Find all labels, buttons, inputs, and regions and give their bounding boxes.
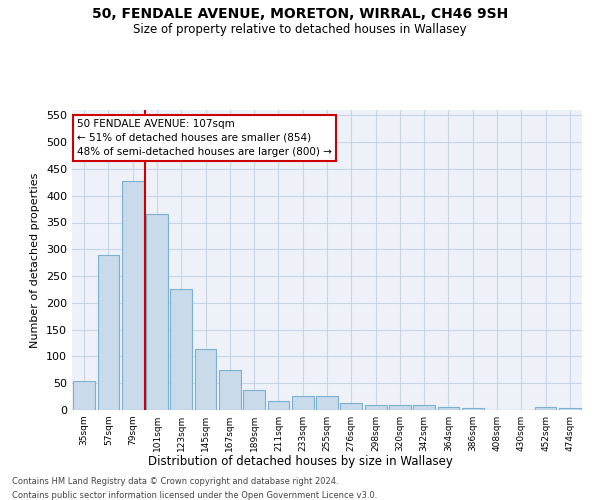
Text: Distribution of detached houses by size in Wallasey: Distribution of detached houses by size … [148,455,452,468]
Bar [73,380,95,410]
Y-axis label: Number of detached properties: Number of detached properties [31,172,40,348]
Text: 50 FENDALE AVENUE: 107sqm
← 51% of detached houses are smaller (854)
48% of semi: 50 FENDALE AVENUE: 107sqm ← 51% of detac… [77,119,332,157]
Bar [219,370,241,410]
Text: Size of property relative to detached houses in Wallasey: Size of property relative to detached ho… [133,22,467,36]
Bar [97,254,119,410]
Bar [122,180,143,410]
Bar [389,405,411,410]
Bar [437,408,460,410]
Bar [146,214,168,410]
Bar [316,396,338,410]
Bar [413,405,435,410]
Bar [292,396,314,410]
Text: 50, FENDALE AVENUE, MORETON, WIRRAL, CH46 9SH: 50, FENDALE AVENUE, MORETON, WIRRAL, CH4… [92,8,508,22]
Bar [340,402,362,410]
Bar [462,408,484,410]
Bar [559,408,581,410]
Bar [243,390,265,410]
Text: Contains HM Land Registry data © Crown copyright and database right 2024.: Contains HM Land Registry data © Crown c… [12,478,338,486]
Text: Contains public sector information licensed under the Open Government Licence v3: Contains public sector information licen… [12,491,377,500]
Bar [194,350,217,410]
Bar [268,401,289,410]
Bar [535,407,556,410]
Bar [365,405,386,410]
Bar [170,290,192,410]
